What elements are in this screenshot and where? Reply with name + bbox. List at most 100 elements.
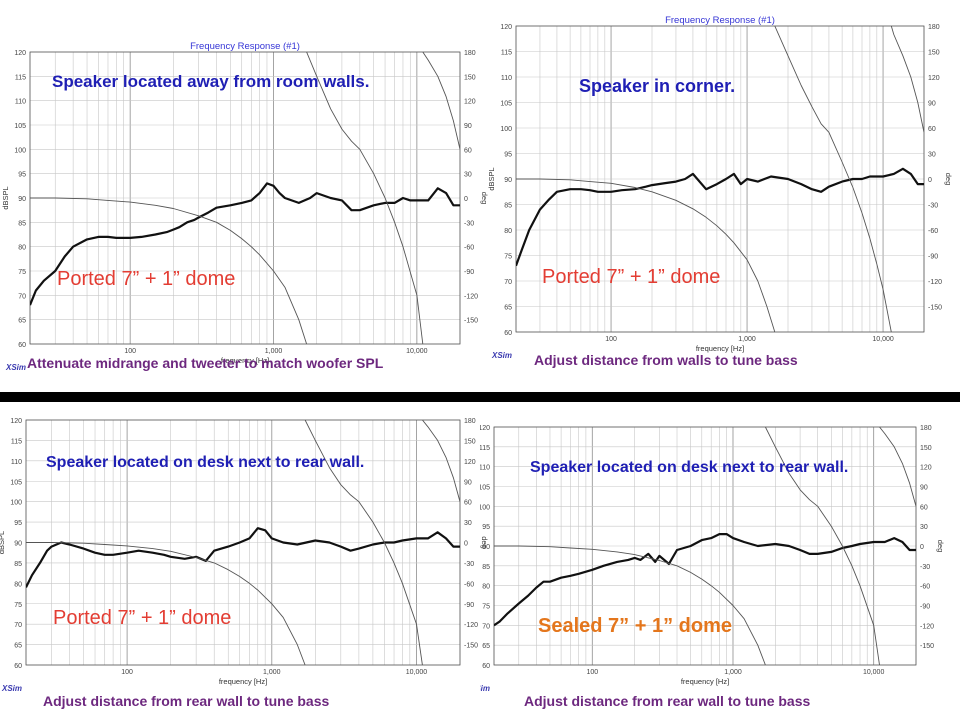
y-tick-label: 90: [14, 541, 22, 548]
phase-response-line: [422, 420, 460, 502]
y-tick-label: 105: [480, 485, 490, 492]
y2-axis-label: deg: [944, 173, 953, 186]
y2-tick-label: -30: [464, 220, 474, 227]
chart-panel-3: 60 65 70 75 80 85 90 95 100 105 110 115 120 -150 -120 -…: [0, 418, 489, 693]
x-axis-label: frequency [Hz]: [221, 356, 269, 365]
x-axis-label: frequency [Hz]: [696, 344, 744, 353]
y2-tick-label: 30: [464, 520, 472, 527]
panel-3-design-label: Ported 7” + 1” dome: [53, 607, 232, 629]
y-tick-label: 65: [14, 643, 22, 650]
panel-4-annotation: Speaker located on desk next to rear wal…: [530, 459, 849, 476]
y-tick-label: 100: [10, 500, 22, 507]
y2-tick-label: -30: [928, 203, 938, 210]
y2-tick-label: -150: [920, 643, 934, 650]
chart-title: Frequency Response (#1): [190, 41, 300, 52]
y-tick-label: 65: [18, 318, 26, 325]
y-tick-label: 100: [500, 126, 512, 133]
spl-response-line: [26, 527, 460, 588]
spl-response-line: [30, 182, 460, 306]
y-tick-label: 115: [11, 438, 22, 445]
y-tick-label: 85: [18, 220, 26, 227]
y-tick-label: 85: [504, 203, 512, 210]
y-tick-label: 115: [480, 445, 490, 452]
phase-response-line: [890, 26, 924, 133]
y2-tick-label: 150: [464, 438, 476, 445]
y-tick-label: 115: [501, 50, 512, 57]
y-tick-label: 75: [18, 269, 26, 276]
panel-2-caption: Adjust distance from walls to tune bass: [534, 352, 798, 368]
x-tick-label: 10,000: [406, 669, 428, 676]
y-tick-label: 105: [500, 101, 512, 108]
y-tick-label: 80: [504, 228, 512, 235]
y2-tick-label: -120: [920, 623, 934, 630]
x-tick-label: 10,000: [406, 348, 428, 355]
y2-tick-label: 0: [464, 541, 468, 548]
y-tick-label: 100: [480, 504, 490, 511]
phase-response-line: [516, 178, 776, 332]
y-tick-label: 80: [18, 245, 26, 252]
y2-tick-label: 60: [920, 504, 928, 511]
x-axis-label: frequency [Hz]: [219, 677, 267, 686]
x-tick-label: 100: [121, 669, 133, 676]
y2-tick-label: 120: [464, 459, 476, 466]
y2-tick-label: 180: [464, 50, 476, 57]
phase-response-line: [494, 545, 766, 665]
xsim-brand-label: XSim: [491, 351, 512, 360]
panel-4-caption: Adjust distance from rear wall to tune b…: [524, 693, 811, 709]
y-axis-label: dBSPL: [1, 186, 10, 209]
panel-1-annotation: Speaker located away from room walls.: [52, 72, 370, 91]
xsim-brand-label: XSim: [480, 684, 490, 693]
y-tick-label: 70: [482, 623, 490, 630]
y-tick-label: 95: [14, 520, 22, 527]
y-tick-label: 90: [482, 544, 490, 551]
y2-tick-label: -120: [464, 622, 478, 629]
y2-tick-label: 180: [464, 418, 476, 425]
x-tick-label: 100: [124, 348, 136, 355]
y-tick-label: 65: [482, 643, 490, 650]
x-tick-label: 10,000: [863, 669, 885, 676]
y-tick-label: 60: [18, 342, 26, 349]
y2-tick-label: 120: [920, 465, 932, 472]
y-tick-label: 115: [15, 74, 26, 81]
y2-tick-label: 90: [464, 479, 472, 486]
phase-response-line: [30, 197, 308, 344]
y2-tick-label: 60: [464, 500, 472, 507]
y-tick-label: 80: [14, 581, 22, 588]
phase-response-line: [774, 26, 892, 332]
y2-tick-label: -60: [928, 228, 938, 235]
panel-4-design-label: Sealed 7” + 1” dome: [538, 615, 732, 637]
y-tick-label: 85: [14, 561, 22, 568]
y2-tick-label: 0: [464, 196, 468, 203]
y-tick-label: 70: [18, 293, 26, 300]
y2-tick-label: -90: [464, 602, 474, 609]
chart-panel-2: 60 65 70 75 80 85 90 95 100 105 110 115 120 -150 -120 -…: [488, 15, 953, 360]
panel-1-design-label: Ported 7” + 1” dome: [57, 268, 236, 290]
y2-tick-label: 60: [464, 147, 472, 154]
x-tick-label: 1,000: [724, 669, 742, 676]
xsim-brand-label: XSim: [5, 363, 26, 372]
y2-tick-label: 30: [920, 524, 928, 531]
y2-axis-label: deg: [480, 192, 489, 205]
y-tick-label: 60: [504, 330, 512, 337]
y2-tick-label: 120: [464, 99, 476, 106]
x-tick-label: 10,000: [872, 336, 894, 343]
y-tick-label: 110: [11, 459, 22, 466]
y2-tick-label: -60: [464, 245, 474, 252]
y2-tick-label: 0: [928, 177, 932, 184]
y2-axis-label: deg: [480, 536, 489, 549]
chart-panel-4: 60 65 70 75 80 85 90 95 100 105 110 115 120 -150 -120 -…: [480, 425, 945, 693]
y-tick-label: 60: [14, 663, 22, 670]
panel-3-annotation: Speaker located on desk next to rear wal…: [46, 454, 365, 471]
y2-tick-label: 90: [920, 485, 928, 492]
y2-tick-label: 90: [464, 123, 472, 130]
y2-tick-label: 150: [464, 74, 476, 81]
y2-tick-label: -120: [464, 293, 478, 300]
y-tick-label: 95: [482, 524, 490, 531]
x-tick-label: 1,000: [738, 336, 756, 343]
y2-tick-label: -30: [920, 564, 930, 571]
y2-tick-label: 30: [928, 152, 936, 159]
y-tick-label: 110: [480, 465, 490, 472]
y-tick-label: 85: [482, 564, 490, 571]
chart-title: Frequency Response (#1): [665, 15, 775, 26]
phase-response-line: [879, 427, 916, 507]
